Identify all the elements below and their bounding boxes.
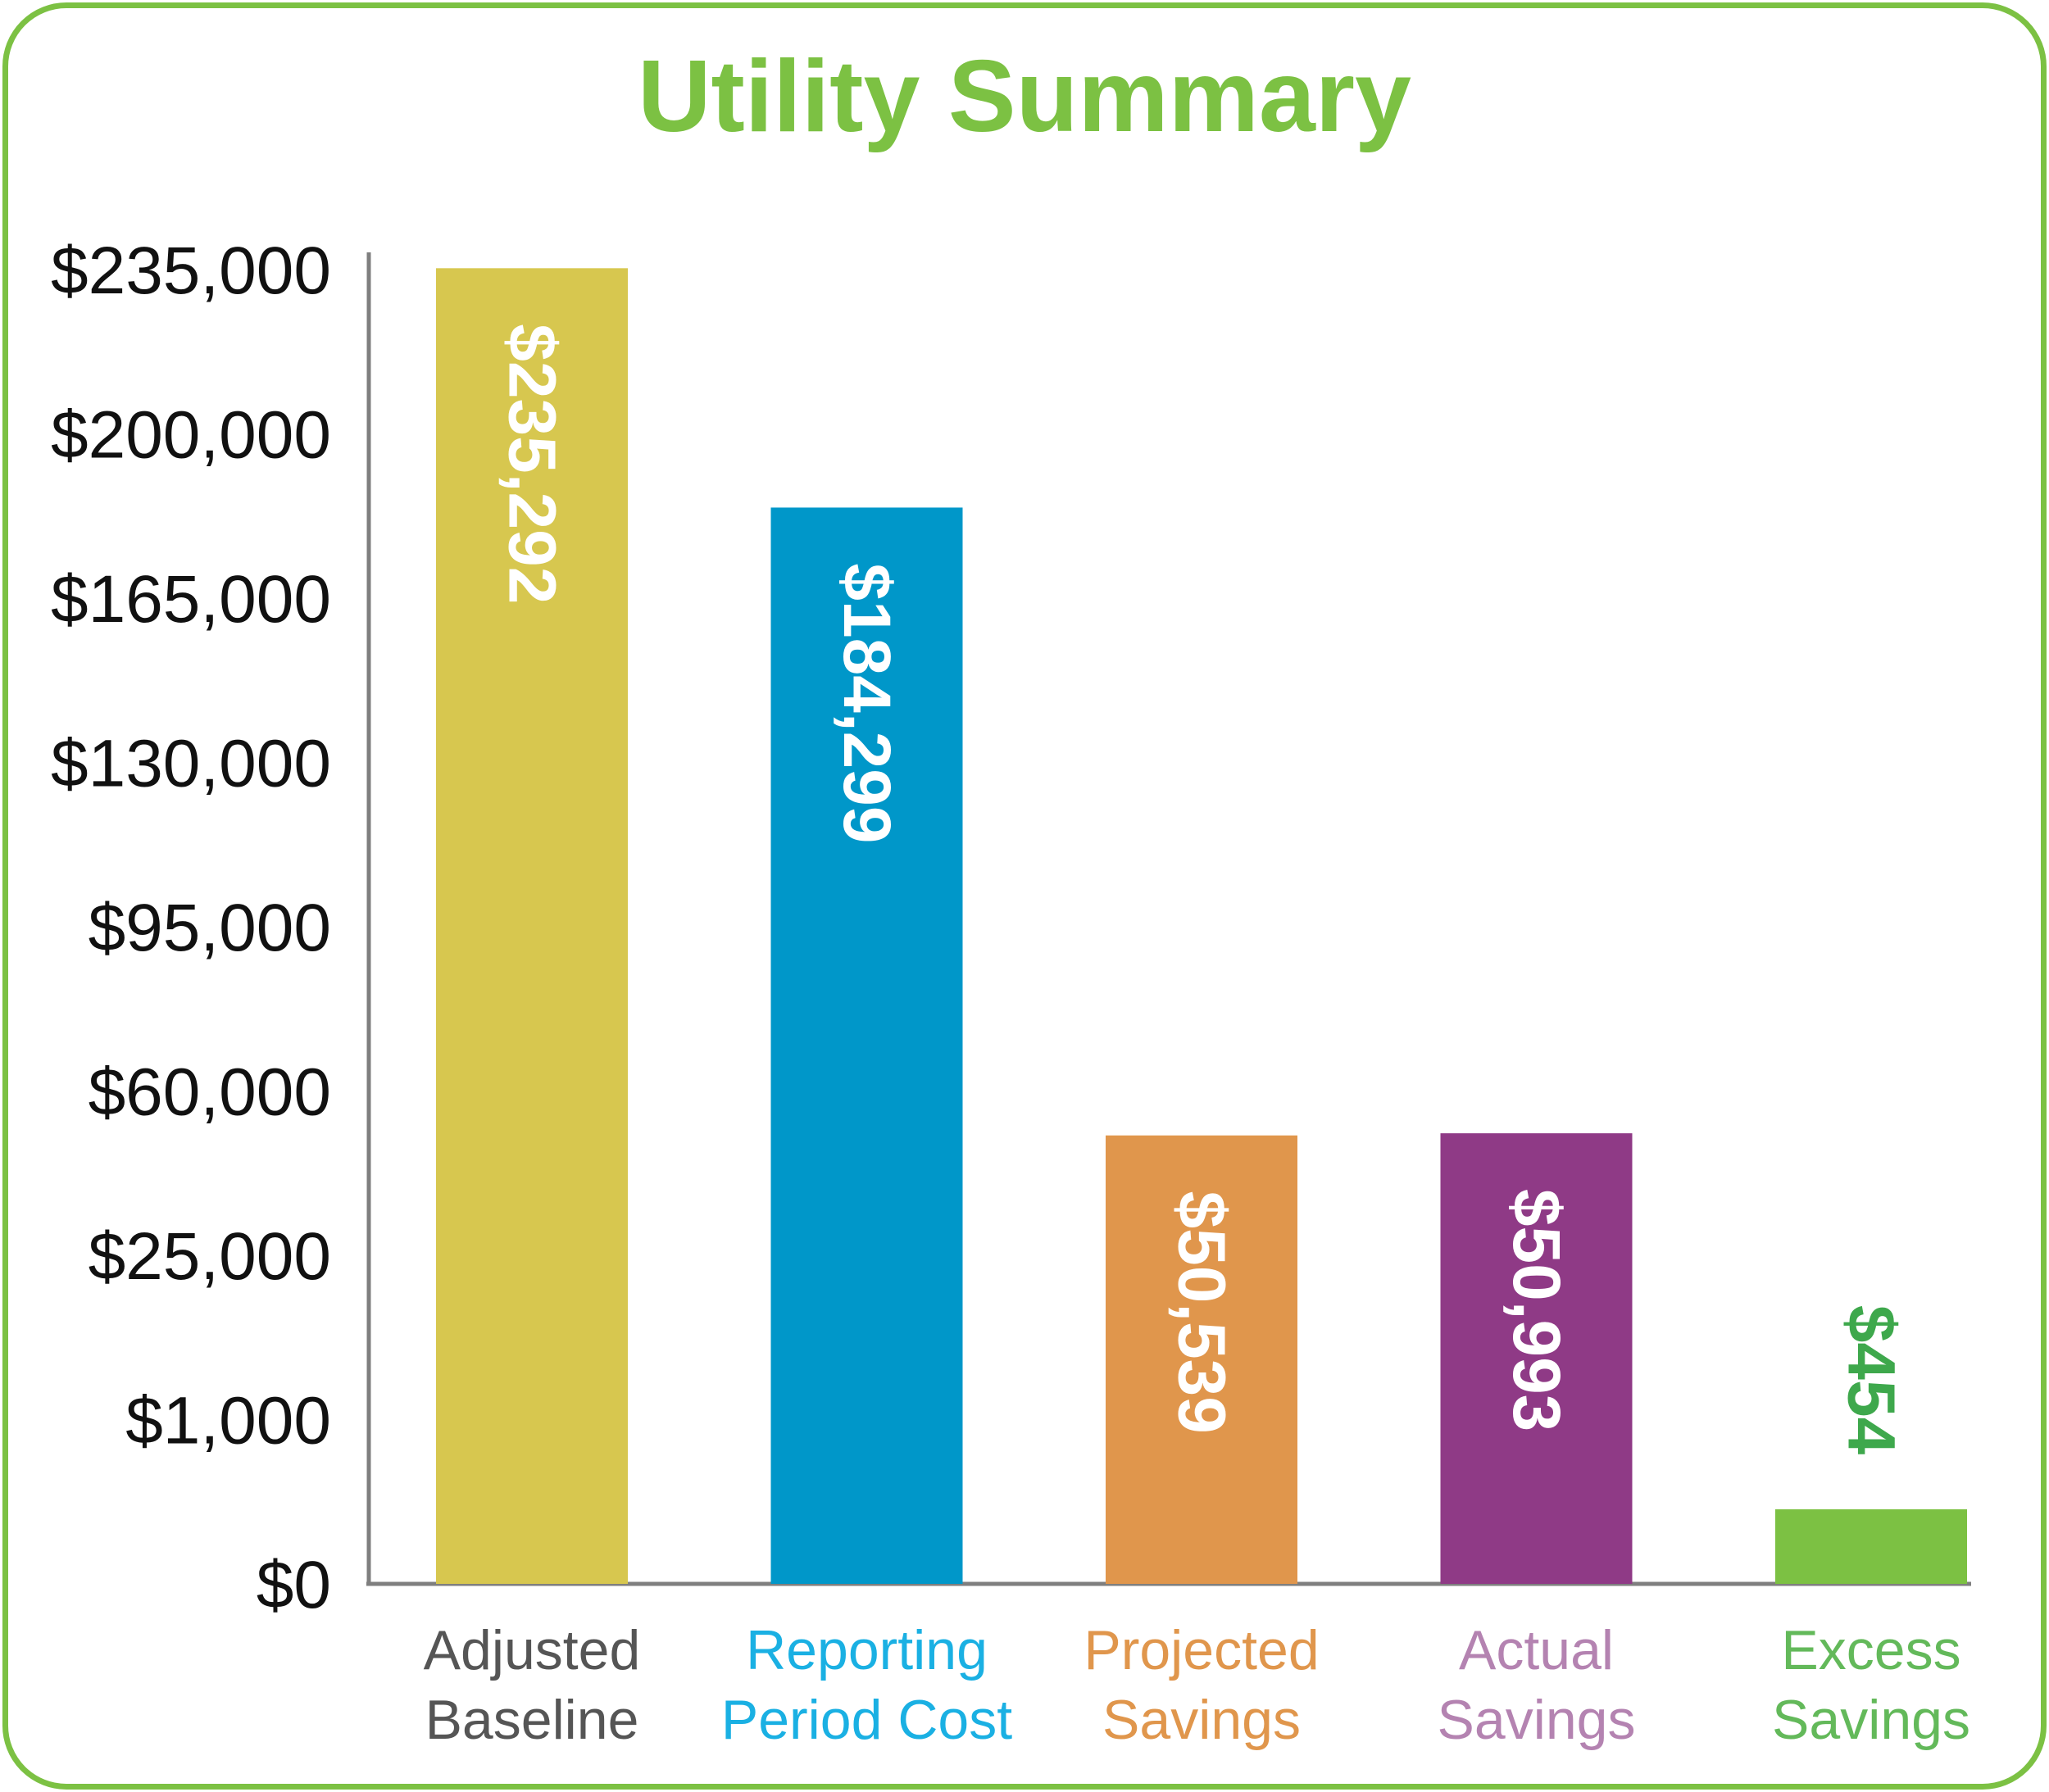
y-tick-label: $200,000 bbox=[51, 398, 331, 473]
bars: $235,292 $184,299 $50,539 $50,993 $454 bbox=[436, 268, 1967, 1584]
category-labels: Adjusted Baseline Reporting Period Cost Proj… bbox=[424, 1619, 1970, 1751]
y-tick-label: $1,000 bbox=[125, 1384, 331, 1459]
category-label-line2: Savings bbox=[1438, 1689, 1636, 1751]
bar bbox=[1775, 1508, 1967, 1584]
y-tick-label: $0 bbox=[257, 1548, 331, 1622]
chart-title: Utility Summary bbox=[638, 40, 1411, 153]
category-label-line1: Actual bbox=[1459, 1619, 1614, 1681]
bar bbox=[436, 268, 628, 1584]
bar-value-label: $184,299 bbox=[829, 563, 904, 843]
y-tick-label: $235,000 bbox=[51, 234, 331, 308]
bar bbox=[1440, 1133, 1633, 1584]
y-tick-label: $165,000 bbox=[51, 562, 331, 637]
category-label-line1: Reporting bbox=[746, 1619, 988, 1681]
category-label-line1: Projected bbox=[1084, 1619, 1319, 1681]
category-label-line2: Baseline bbox=[425, 1689, 639, 1751]
y-axis-ticks: $0 $1,000 $25,000 $60,000 $95,000 $130,000 $16… bbox=[51, 234, 331, 1622]
bar-value-label: $235,292 bbox=[495, 324, 570, 604]
category-label-line2: Period Cost bbox=[721, 1689, 1012, 1751]
y-tick-label: $130,000 bbox=[51, 727, 331, 801]
category-label-line1: Adjusted bbox=[424, 1619, 641, 1681]
bar-value-label: $454 bbox=[1834, 1305, 1909, 1455]
bar-value-label: $50,539 bbox=[1165, 1191, 1239, 1433]
bar-value-label: $50,993 bbox=[1499, 1189, 1574, 1431]
category-label-line2: Savings bbox=[1772, 1689, 1970, 1751]
y-tick-label: $25,000 bbox=[89, 1219, 331, 1294]
category-label-line1: Excess bbox=[1781, 1619, 1960, 1681]
bar bbox=[770, 507, 963, 1584]
y-tick-label: $95,000 bbox=[89, 891, 331, 965]
bar bbox=[1106, 1135, 1297, 1584]
y-tick-label: $60,000 bbox=[89, 1055, 331, 1130]
category-label-line2: Savings bbox=[1102, 1689, 1301, 1751]
